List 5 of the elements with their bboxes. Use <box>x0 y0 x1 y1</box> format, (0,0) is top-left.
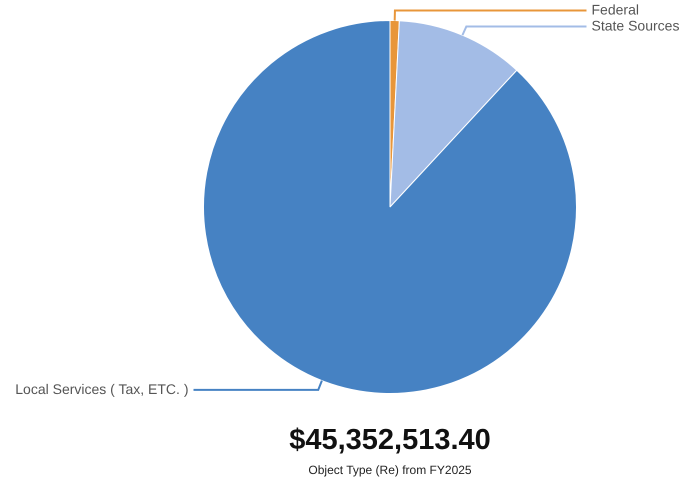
slice-label: State Sources <box>592 17 680 34</box>
slice-label: Local Services ( Tax, ETC. ) <box>15 380 188 397</box>
slice-label: Federal <box>592 1 639 18</box>
text: Object Type (Re) from FY2025 <box>307 463 473 477</box>
text: $45,352,513.40 <box>288 424 492 457</box>
